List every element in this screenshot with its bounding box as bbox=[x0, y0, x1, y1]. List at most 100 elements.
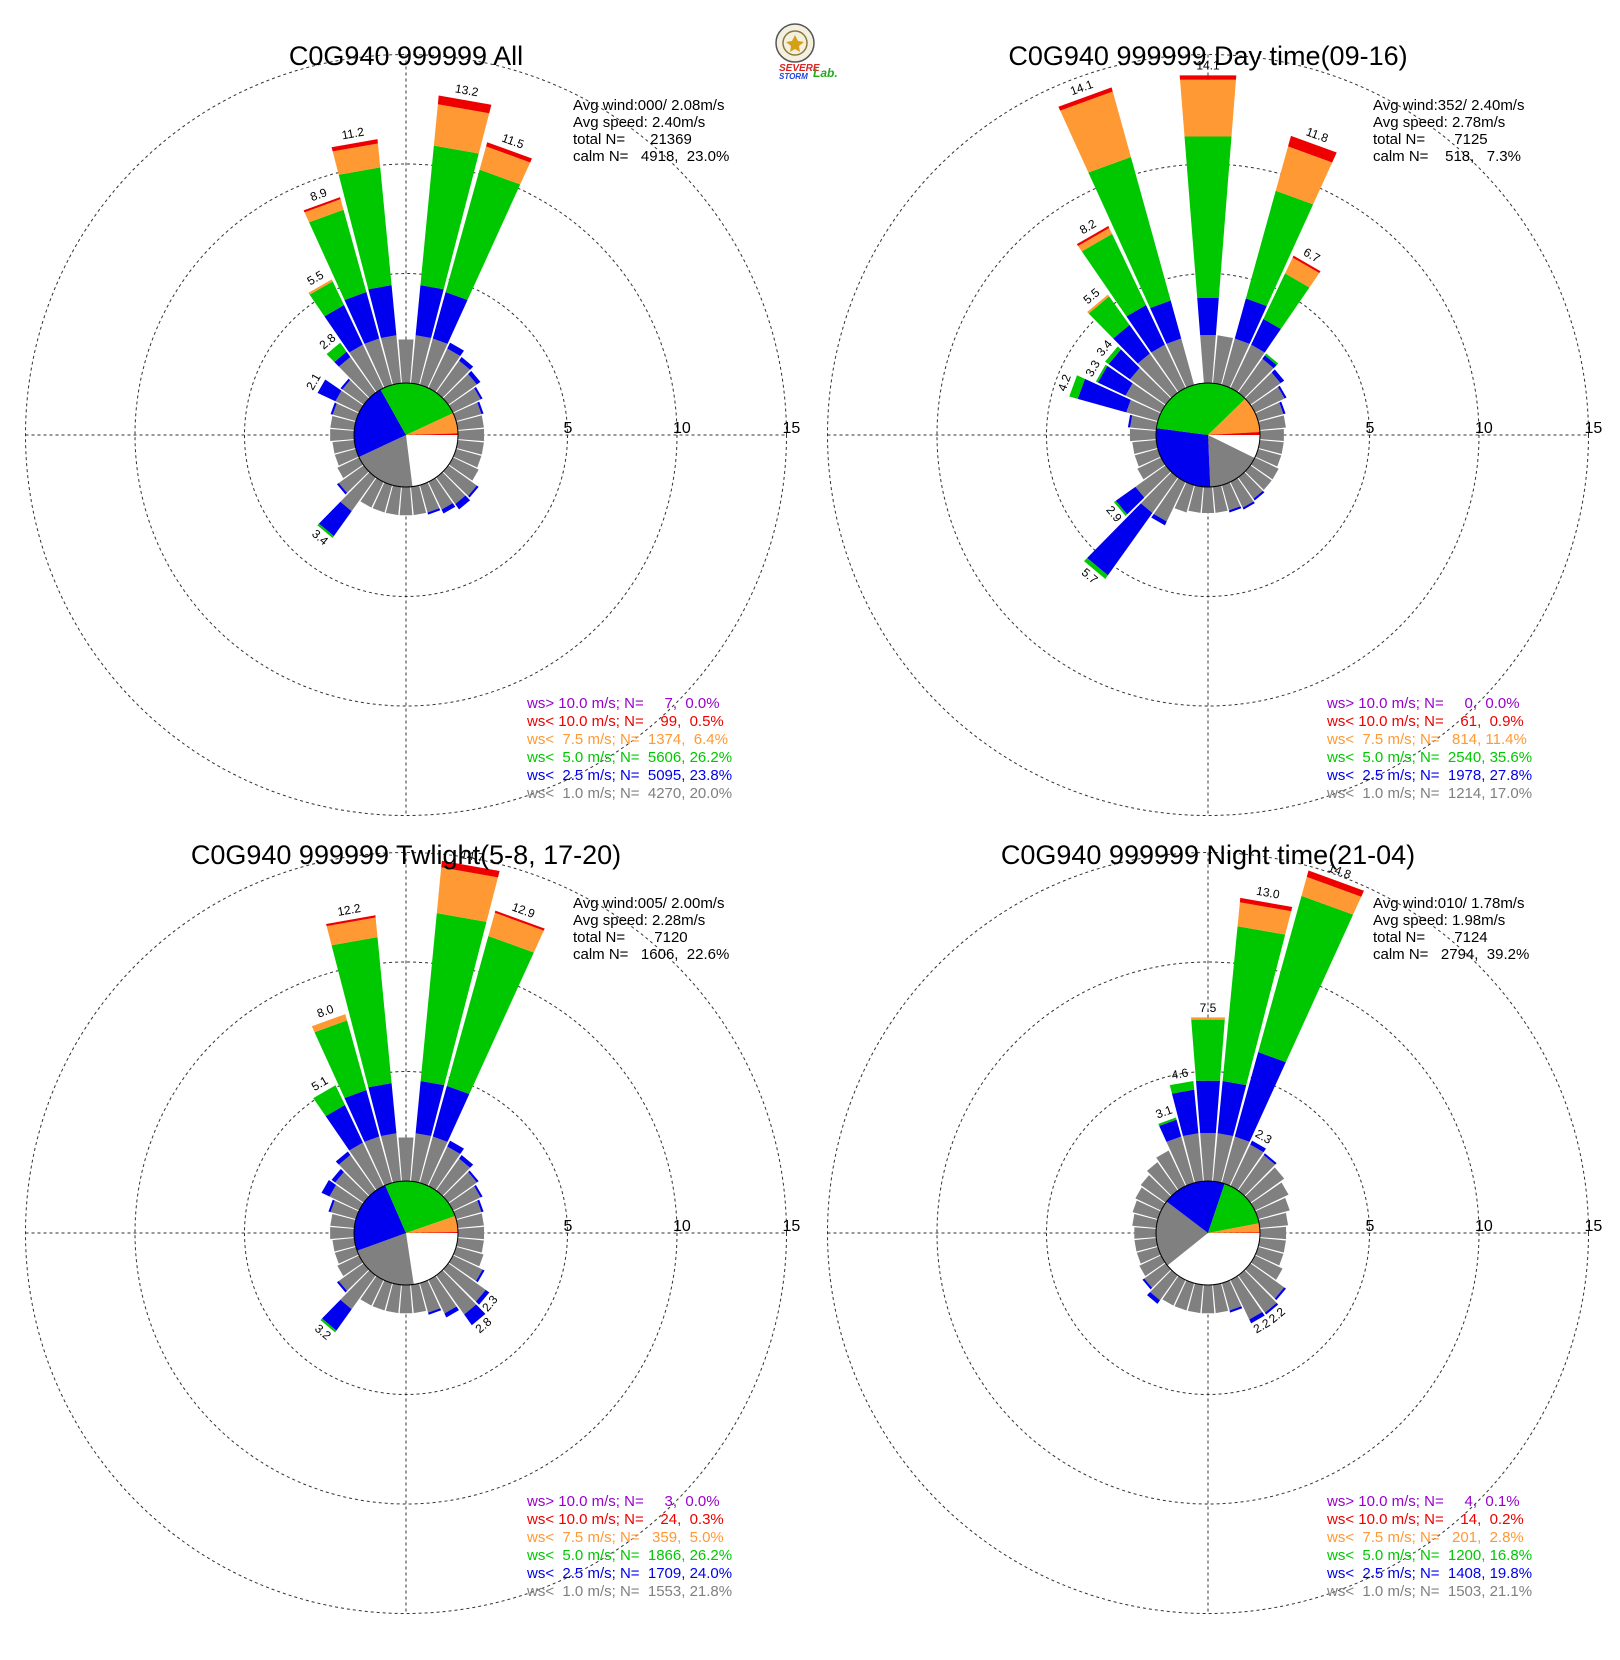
calm-circle bbox=[1155, 1180, 1261, 1286]
wind-bar-segment bbox=[1132, 439, 1158, 455]
chart-title: C0G940 999999 Twlight(5-8, 17-20) bbox=[191, 840, 621, 870]
wind-bar-segment bbox=[309, 209, 367, 300]
wind-bar-segment bbox=[455, 495, 471, 510]
wind-bar-segment bbox=[325, 1105, 363, 1151]
wind-bar-segment bbox=[372, 1280, 393, 1311]
wind-bar-segment bbox=[1087, 294, 1110, 314]
legend-entry: ws< 5.0 m/s; N= 1866, 26.2% bbox=[526, 1547, 732, 1564]
wind-bar-segment bbox=[436, 1270, 477, 1315]
calm-pie-slice bbox=[1208, 1183, 1260, 1233]
wind-bar-segment bbox=[311, 1014, 348, 1033]
stats-line: Avg speed: 1.98m/s bbox=[1373, 912, 1505, 929]
wind-bar-segment bbox=[1258, 1237, 1286, 1253]
wind-bar-segment bbox=[1279, 401, 1286, 415]
wind-bar-segment bbox=[1105, 346, 1121, 365]
wind-bar-segment bbox=[324, 305, 363, 353]
wind-bar-segment bbox=[1077, 378, 1131, 413]
wind-bar-segment bbox=[436, 1158, 471, 1196]
wind-bar-segment bbox=[1113, 500, 1128, 516]
wind-bar-segment bbox=[1200, 1133, 1216, 1182]
wind-bar-segment bbox=[385, 485, 402, 516]
calm-pie-slice bbox=[1208, 398, 1260, 435]
legend-entry: ws> 10.0 m/s; N= 4, 0.1% bbox=[1326, 1493, 1520, 1510]
wind-bar-segment bbox=[337, 457, 364, 479]
wind-bar-segment bbox=[303, 197, 341, 213]
wind-bar-segment bbox=[419, 1136, 448, 1186]
wind-bar-segment bbox=[1139, 1255, 1166, 1277]
wind-bar-segment bbox=[1069, 375, 1085, 399]
wind-bar-segment bbox=[1245, 465, 1272, 490]
wind-bar-segment bbox=[1230, 1144, 1264, 1191]
wind-bar-segment bbox=[459, 357, 474, 370]
wind-bar-segment bbox=[1301, 876, 1362, 915]
wind-bar-segment bbox=[1187, 1283, 1204, 1314]
calm-pie-slice bbox=[354, 1185, 406, 1251]
wind-bar-segment bbox=[1144, 1263, 1171, 1288]
wind-bar-segment bbox=[1130, 367, 1171, 405]
wind-bar-segment bbox=[349, 344, 384, 393]
wind-bar-segment bbox=[1245, 1167, 1285, 1203]
bar-value-label: 8.9 bbox=[308, 185, 329, 204]
wind-bar-segment bbox=[1221, 1136, 1250, 1186]
calm-pie-slice bbox=[357, 1233, 414, 1285]
wind-bar-segment bbox=[436, 867, 498, 922]
legend-entry: ws< 5.0 m/s; N= 5606, 26.2% bbox=[526, 749, 732, 766]
wind-bar-segment bbox=[330, 402, 337, 415]
stats-line: total N= 7125 bbox=[1373, 131, 1488, 148]
calm-pie-slice bbox=[406, 1215, 458, 1233]
stats-line: calm N= 1606, 22.6% bbox=[573, 946, 729, 963]
wind-bar-segment bbox=[1258, 1212, 1289, 1229]
wind-bar-segment bbox=[1264, 353, 1279, 366]
wind-bar-segment bbox=[1229, 1306, 1243, 1313]
wind-bar-segment bbox=[1245, 1263, 1285, 1299]
legend-entry: ws> 10.0 m/s; N= 0, 0.0% bbox=[1326, 695, 1520, 712]
wind-bar-segment bbox=[1262, 355, 1277, 369]
wind-bar-segment bbox=[415, 1080, 445, 1137]
calm-pie-slice bbox=[1208, 435, 1255, 487]
wind-bar-segment bbox=[1250, 457, 1279, 480]
wind-bar-segment bbox=[446, 935, 534, 1095]
wind-bar-segment bbox=[445, 169, 521, 300]
windrose-panel: 5 10 1514.114.111.88.26.75.53.43.34.22.95.… bbox=[827, 41, 1602, 816]
wind-bar-segment bbox=[419, 338, 448, 388]
wind-bar-segment bbox=[443, 465, 477, 497]
stats-line: Avg speed: 2.40m/s bbox=[573, 114, 705, 131]
legend-entry: ws< 7.5 m/s; N= 1374, 6.4% bbox=[526, 731, 728, 748]
wind-bar-segment bbox=[1159, 1119, 1182, 1142]
wind-bar-segment bbox=[337, 1255, 364, 1277]
wind-bar-segment bbox=[1217, 1080, 1247, 1137]
wind-bar-segment bbox=[340, 1270, 376, 1310]
wind-bar-segment bbox=[332, 439, 356, 454]
wind-bar-segment bbox=[456, 1213, 484, 1229]
wind-bar-segment bbox=[1137, 457, 1166, 480]
wind-bar-segment bbox=[1150, 300, 1182, 344]
wind-bar-segment bbox=[1200, 335, 1216, 384]
wind-bar-segment bbox=[1253, 490, 1265, 501]
legend-entry: ws< 2.5 m/s; N= 1408, 19.8% bbox=[1326, 1565, 1532, 1582]
calm-pie-slice bbox=[1156, 1201, 1208, 1266]
wind-bar-segment bbox=[1179, 75, 1237, 80]
wind-bar-segment bbox=[1255, 402, 1284, 422]
wind-bar-segment bbox=[488, 912, 544, 953]
legend-entry: ws< 5.0 m/s; N= 2540, 35.6% bbox=[1326, 749, 1532, 766]
stats-line: Avg wind:000/ 2.08m/s bbox=[573, 97, 724, 114]
wind-bar-segment bbox=[1151, 344, 1186, 393]
wind-bar-segment bbox=[1255, 1246, 1284, 1266]
legend-entry: ws< 1.0 m/s; N= 1214, 17.0% bbox=[1326, 785, 1532, 802]
wind-bar-segment bbox=[410, 335, 432, 385]
wind-bar-segment bbox=[1135, 465, 1171, 498]
tick-label: 5 bbox=[564, 420, 573, 437]
wind-bar-segment bbox=[448, 388, 481, 413]
wind-bar-segment bbox=[1140, 472, 1178, 513]
wind-bar-segment bbox=[1245, 372, 1281, 405]
legend-entry: ws< 10.0 m/s; N= 61, 0.9% bbox=[1326, 713, 1524, 730]
wind-bar-segment bbox=[340, 378, 351, 390]
wind-bar-segment bbox=[372, 482, 393, 513]
calm-pie-slice bbox=[1167, 1233, 1260, 1286]
wind-bar-segment bbox=[332, 143, 381, 175]
wind-bar-segment bbox=[326, 342, 347, 362]
chart-title: C0G940 999999 All bbox=[289, 41, 523, 71]
wind-bar-segment bbox=[456, 1237, 484, 1253]
bar-value-label: 3.1 bbox=[1154, 1103, 1175, 1122]
wind-bar-segment bbox=[326, 915, 376, 927]
